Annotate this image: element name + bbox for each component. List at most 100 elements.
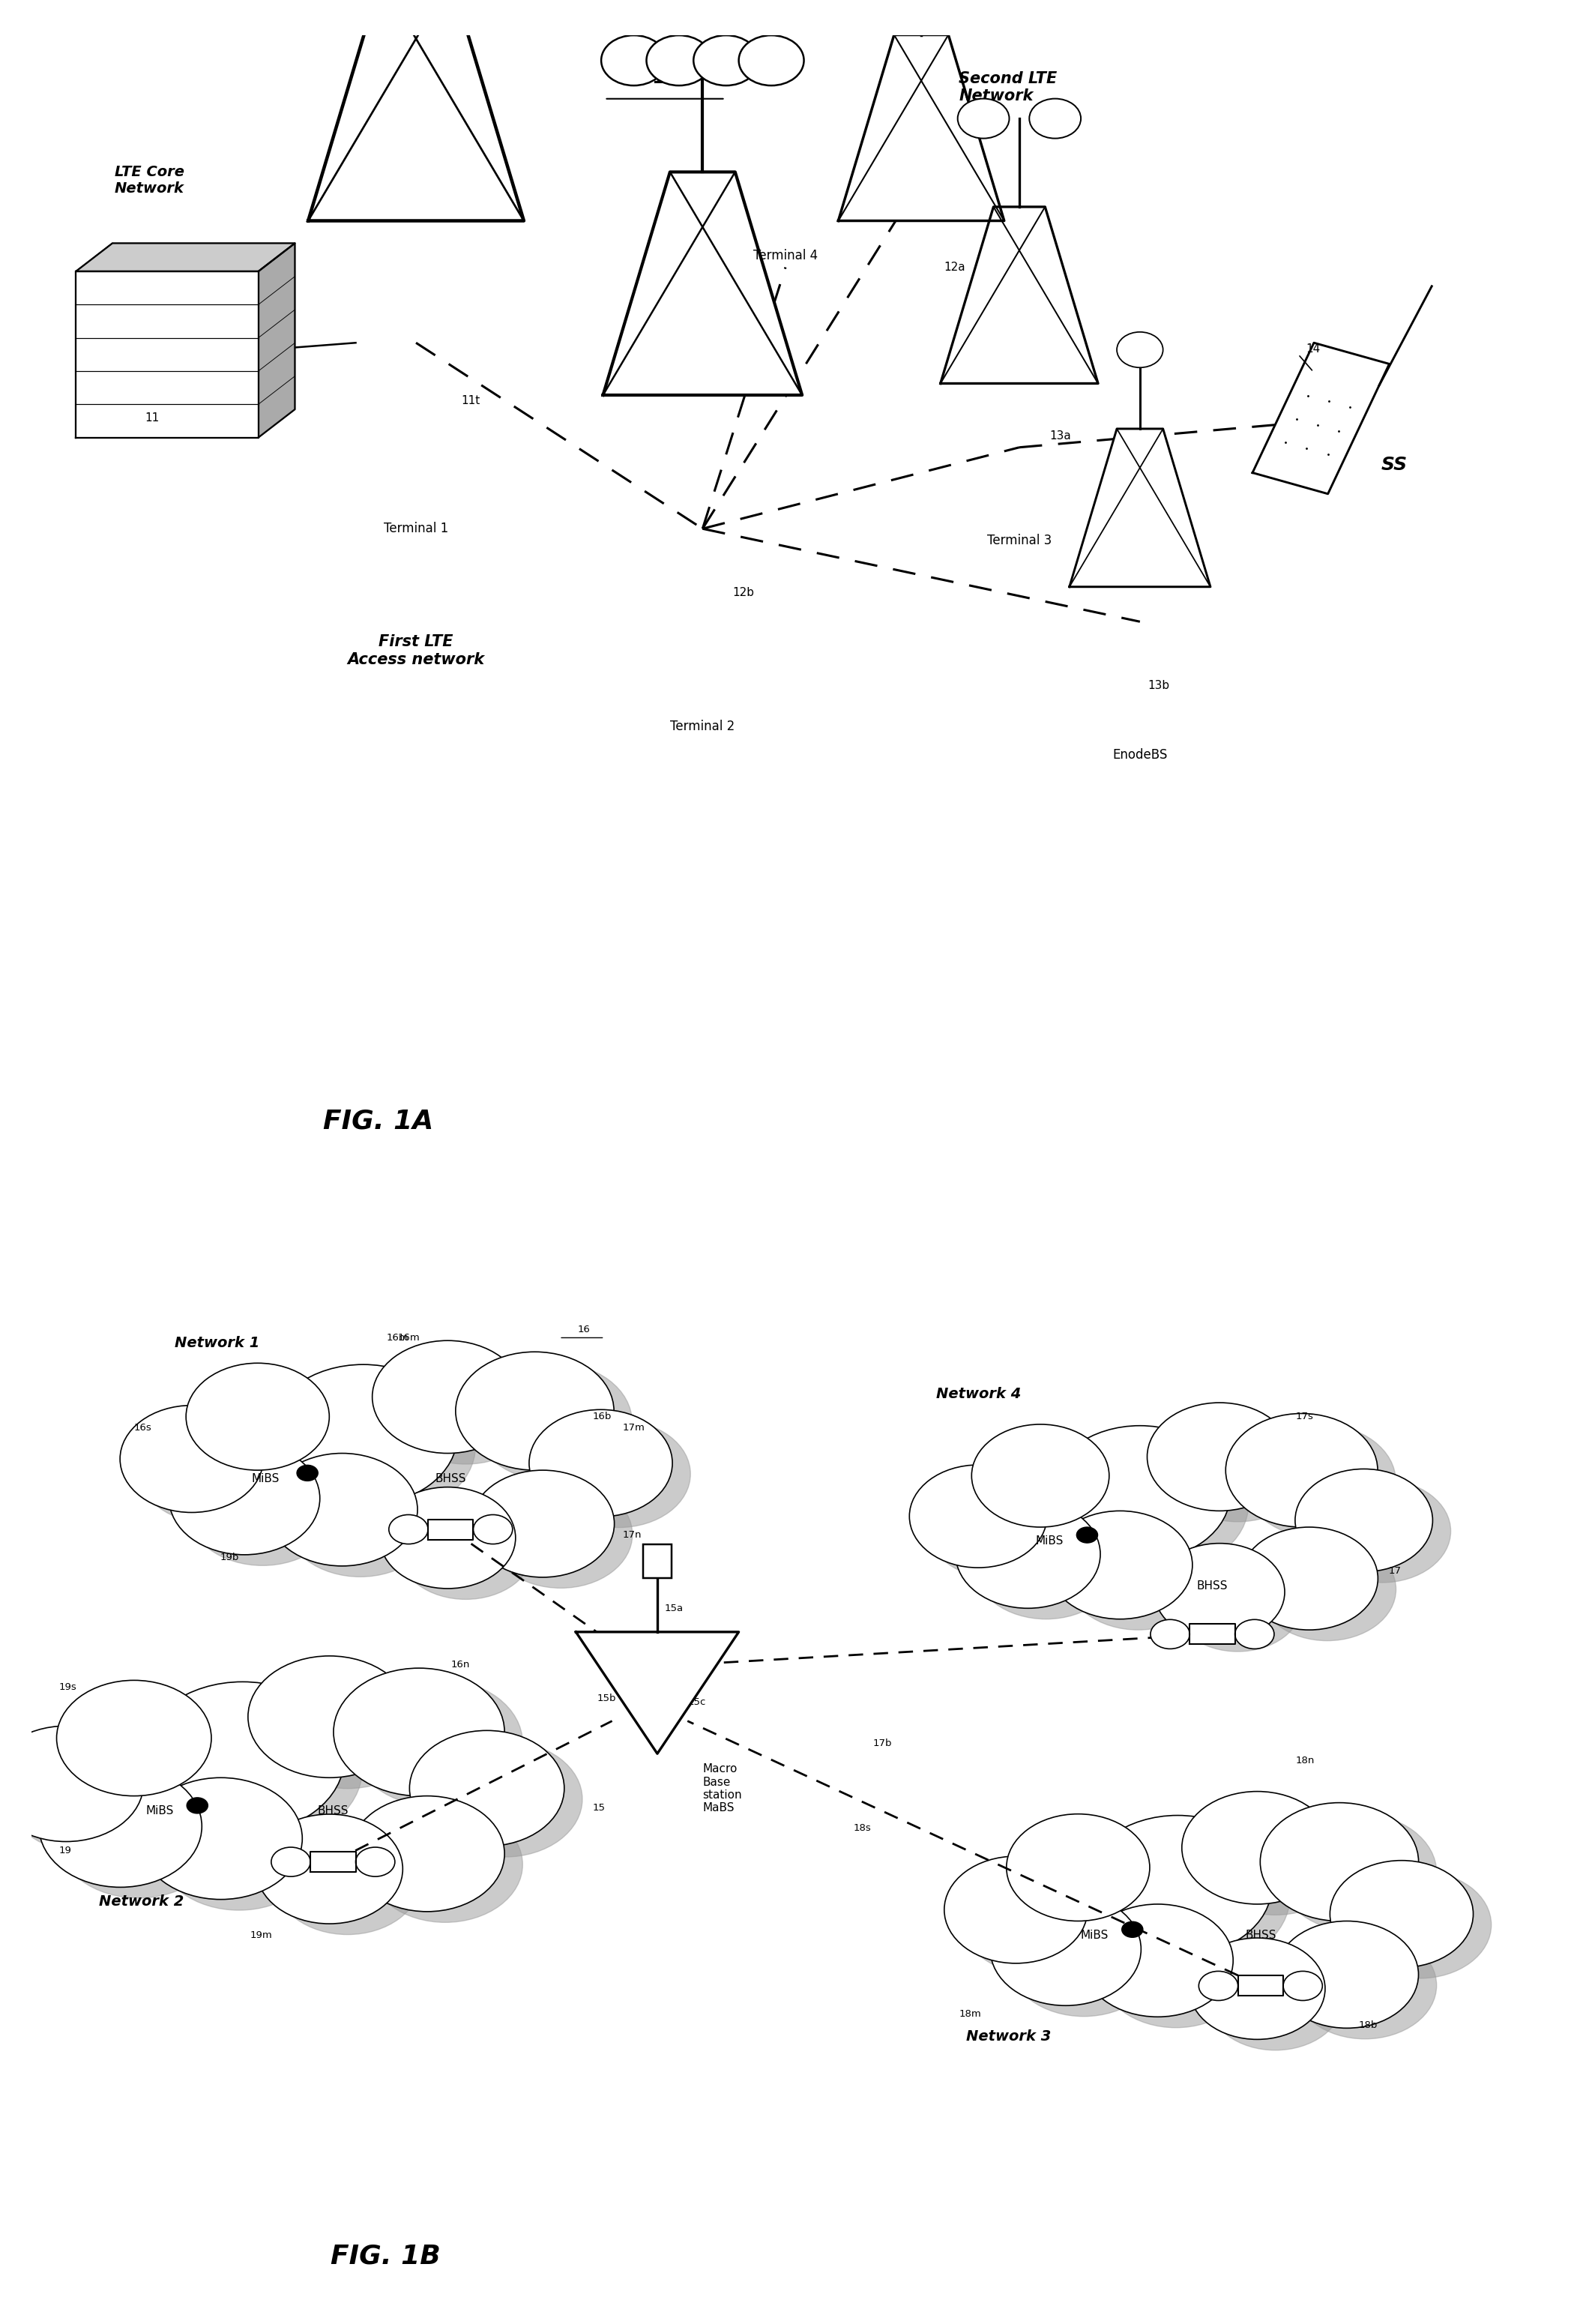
Circle shape (185, 1364, 330, 1471)
Text: Network 4: Network 4 (936, 1387, 1021, 1401)
Circle shape (1235, 1620, 1274, 1648)
Circle shape (1166, 1413, 1310, 1522)
Text: 16n: 16n (451, 1659, 470, 1669)
Circle shape (380, 1487, 515, 1590)
Text: 15a: 15a (665, 1604, 683, 1613)
Circle shape (1279, 1813, 1436, 1931)
Text: 14: 14 (1306, 344, 1320, 353)
Circle shape (1100, 1915, 1251, 2027)
Circle shape (1049, 1425, 1230, 1562)
Circle shape (350, 1796, 504, 1913)
Text: MiBS: MiBS (251, 1473, 280, 1485)
Text: 19s: 19s (58, 1683, 77, 1692)
Polygon shape (603, 172, 803, 395)
Text: 18m: 18m (958, 2010, 982, 2020)
Polygon shape (311, 1852, 355, 1873)
Text: Terminal 3: Terminal 3 (987, 535, 1051, 546)
Circle shape (473, 1515, 512, 1543)
Circle shape (1024, 1824, 1167, 1931)
Circle shape (1260, 1803, 1419, 1922)
Circle shape (75, 1692, 229, 1806)
Circle shape (1348, 1871, 1491, 1978)
Circle shape (1068, 1436, 1249, 1571)
Circle shape (138, 1415, 281, 1522)
Text: Macro
Base
station
MaBS: Macro Base station MaBS (702, 1764, 742, 1813)
Circle shape (1181, 1792, 1332, 1903)
Circle shape (1048, 1511, 1192, 1620)
Text: EnodeBS: EnodeBS (1112, 748, 1167, 762)
Circle shape (1117, 332, 1163, 367)
Circle shape (284, 1464, 435, 1576)
Circle shape (390, 1515, 427, 1543)
Circle shape (944, 1857, 1087, 1964)
Text: Second LTE
Network: Second LTE Network (958, 72, 1057, 102)
Circle shape (646, 35, 712, 86)
Polygon shape (577, 1631, 738, 1755)
Polygon shape (258, 244, 295, 437)
Text: LTE Core
Network: LTE Core Network (115, 165, 184, 195)
Text: 16b: 16b (592, 1411, 611, 1422)
Circle shape (529, 1411, 672, 1518)
Text: 11: 11 (145, 414, 159, 423)
Text: 15b: 15b (597, 1694, 616, 1703)
Circle shape (1101, 1827, 1290, 1966)
Circle shape (159, 1692, 363, 1845)
Text: Terminal 1: Terminal 1 (383, 523, 448, 535)
Polygon shape (941, 207, 1098, 383)
Text: 18n: 18n (1295, 1755, 1315, 1766)
Circle shape (6, 1736, 162, 1852)
Polygon shape (1252, 342, 1389, 495)
Circle shape (1172, 1555, 1302, 1652)
Polygon shape (427, 1520, 473, 1538)
Text: 19: 19 (58, 1845, 71, 1855)
Circle shape (333, 1669, 504, 1796)
Text: 17m: 17m (622, 1422, 646, 1434)
Circle shape (170, 1441, 320, 1555)
Polygon shape (1070, 428, 1210, 586)
Text: Terminal 2: Terminal 2 (671, 720, 735, 732)
Circle shape (1009, 1903, 1159, 2017)
Circle shape (955, 1499, 1100, 1608)
Text: Terminal 4: Terminal 4 (753, 249, 818, 263)
Circle shape (372, 1341, 523, 1452)
Circle shape (456, 1353, 614, 1471)
Text: 11t: 11t (462, 395, 481, 407)
Circle shape (471, 1471, 614, 1578)
Circle shape (971, 1425, 1109, 1527)
Circle shape (427, 1741, 583, 1857)
Circle shape (275, 1824, 421, 1934)
Polygon shape (1189, 1624, 1235, 1645)
Text: MiBS: MiBS (146, 1806, 174, 1817)
Circle shape (390, 1350, 540, 1464)
Circle shape (1244, 1425, 1395, 1538)
Circle shape (119, 1406, 264, 1513)
Polygon shape (1238, 1975, 1284, 1996)
Text: 17n: 17n (622, 1529, 641, 1541)
Circle shape (267, 1452, 418, 1566)
Circle shape (140, 1778, 302, 1899)
Polygon shape (308, 0, 523, 221)
Circle shape (1258, 1538, 1397, 1641)
Circle shape (265, 1666, 429, 1789)
Circle shape (1276, 1922, 1419, 2029)
Circle shape (1076, 1527, 1098, 1543)
Circle shape (1155, 1543, 1285, 1641)
Circle shape (1189, 1938, 1324, 2040)
Circle shape (693, 35, 759, 86)
Circle shape (187, 1799, 207, 1813)
Circle shape (57, 1680, 212, 1796)
Text: 16: 16 (578, 1325, 591, 1334)
Circle shape (958, 98, 1009, 139)
Text: 17b: 17b (873, 1738, 892, 1748)
Circle shape (927, 1476, 1065, 1578)
Text: MiBS: MiBS (1035, 1536, 1064, 1545)
Circle shape (1208, 1950, 1343, 2050)
Text: 18s: 18s (853, 1824, 872, 1834)
Circle shape (1199, 1971, 1238, 2001)
Text: BHSS: BHSS (435, 1473, 467, 1485)
Circle shape (57, 1776, 220, 1899)
Circle shape (1241, 1527, 1378, 1629)
Circle shape (547, 1420, 691, 1527)
Text: FIG. 1B: FIG. 1B (331, 2243, 441, 2268)
Text: FIG. 1A: FIG. 1A (324, 1109, 434, 1134)
